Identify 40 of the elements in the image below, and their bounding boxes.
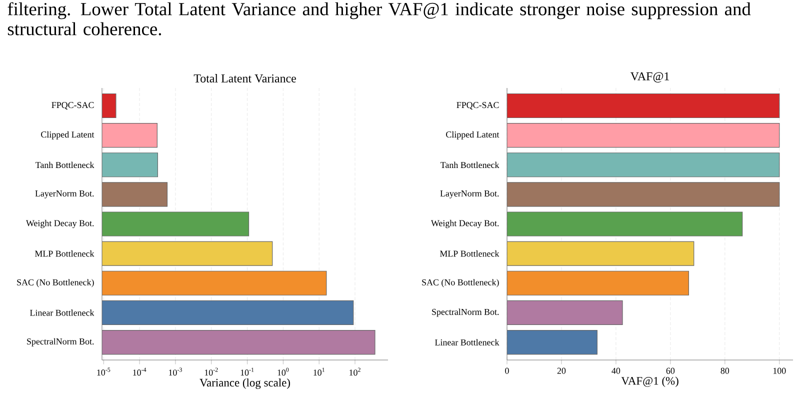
x-tick-label: 80 (720, 368, 730, 374)
y-tick-label: LayerNorm Bot. (440, 190, 499, 198)
y-tick-label: LayerNorm Bot. (35, 190, 94, 198)
y-tick-label: SAC (No Bottleneck) (422, 279, 499, 288)
y-tick-label: SpectralNorm Bot. (432, 308, 499, 317)
x-tick-label: 0 (505, 368, 509, 374)
x-tick-label: 10$^{-3}$ (169, 368, 182, 376)
x-tick-label: 10$^{-1}$ (240, 368, 254, 376)
x-tick-label: 10$^{2}$ (350, 368, 360, 376)
x-tick-label: 100 (773, 368, 786, 374)
y-tick-label: Linear Bottleneck (435, 339, 500, 346)
x-tick-label: 10$^{-4}$ (133, 368, 146, 376)
y-tick-label: FPQC-SAC (52, 102, 94, 110)
y-tick-label: FPQC-SAC (456, 102, 499, 110)
x-axis-title: VAF@1 (%) (621, 376, 678, 388)
bar (507, 123, 780, 148)
chart-title: Total Latent Variance (194, 74, 296, 83)
y-tick-label: MLP Bottleneck (440, 250, 500, 257)
x-tick-label: 10$^{0}$ (278, 368, 289, 376)
y-tick-label: SpectralNorm Bot. (27, 338, 94, 346)
y-tick-label: MLP Bottleneck (34, 250, 94, 257)
x-axis-title: Variance (log scale) (200, 378, 290, 389)
y-tick-label: Weight Decay Bot. (431, 220, 499, 228)
bar (507, 300, 623, 325)
y-tick-label: Tanh Bottleneck (440, 162, 500, 168)
chart-title: VAF@1 (630, 72, 669, 83)
x-tick-label: 10$^{-5}$ (97, 368, 110, 376)
text: filtering. Lower Total Latent Variance and higher VAF@1 indicate stronger noise suppression and structural coherence. (8, 2, 751, 36)
x-tick-label: 40 (612, 368, 620, 374)
bar (507, 182, 780, 207)
y-tick-label: Clipped Latent (446, 131, 500, 140)
x-tick-label: 20 (557, 368, 566, 374)
x-tick-label: 10$^{1}$ (314, 368, 324, 376)
y-tick-label: SAC (No Bottleneck) (17, 279, 94, 288)
x-tick-label: 10$^{-2}$ (204, 368, 218, 376)
y-tick-label: Linear Bottleneck (30, 310, 94, 316)
y-tick-label: Weight Decay Bot. (26, 220, 94, 228)
y-tick-label: Tanh Bottleneck (36, 162, 94, 168)
y-tick-label: Clipped Latent (41, 131, 94, 140)
x-tick-label: 60 (666, 368, 675, 374)
